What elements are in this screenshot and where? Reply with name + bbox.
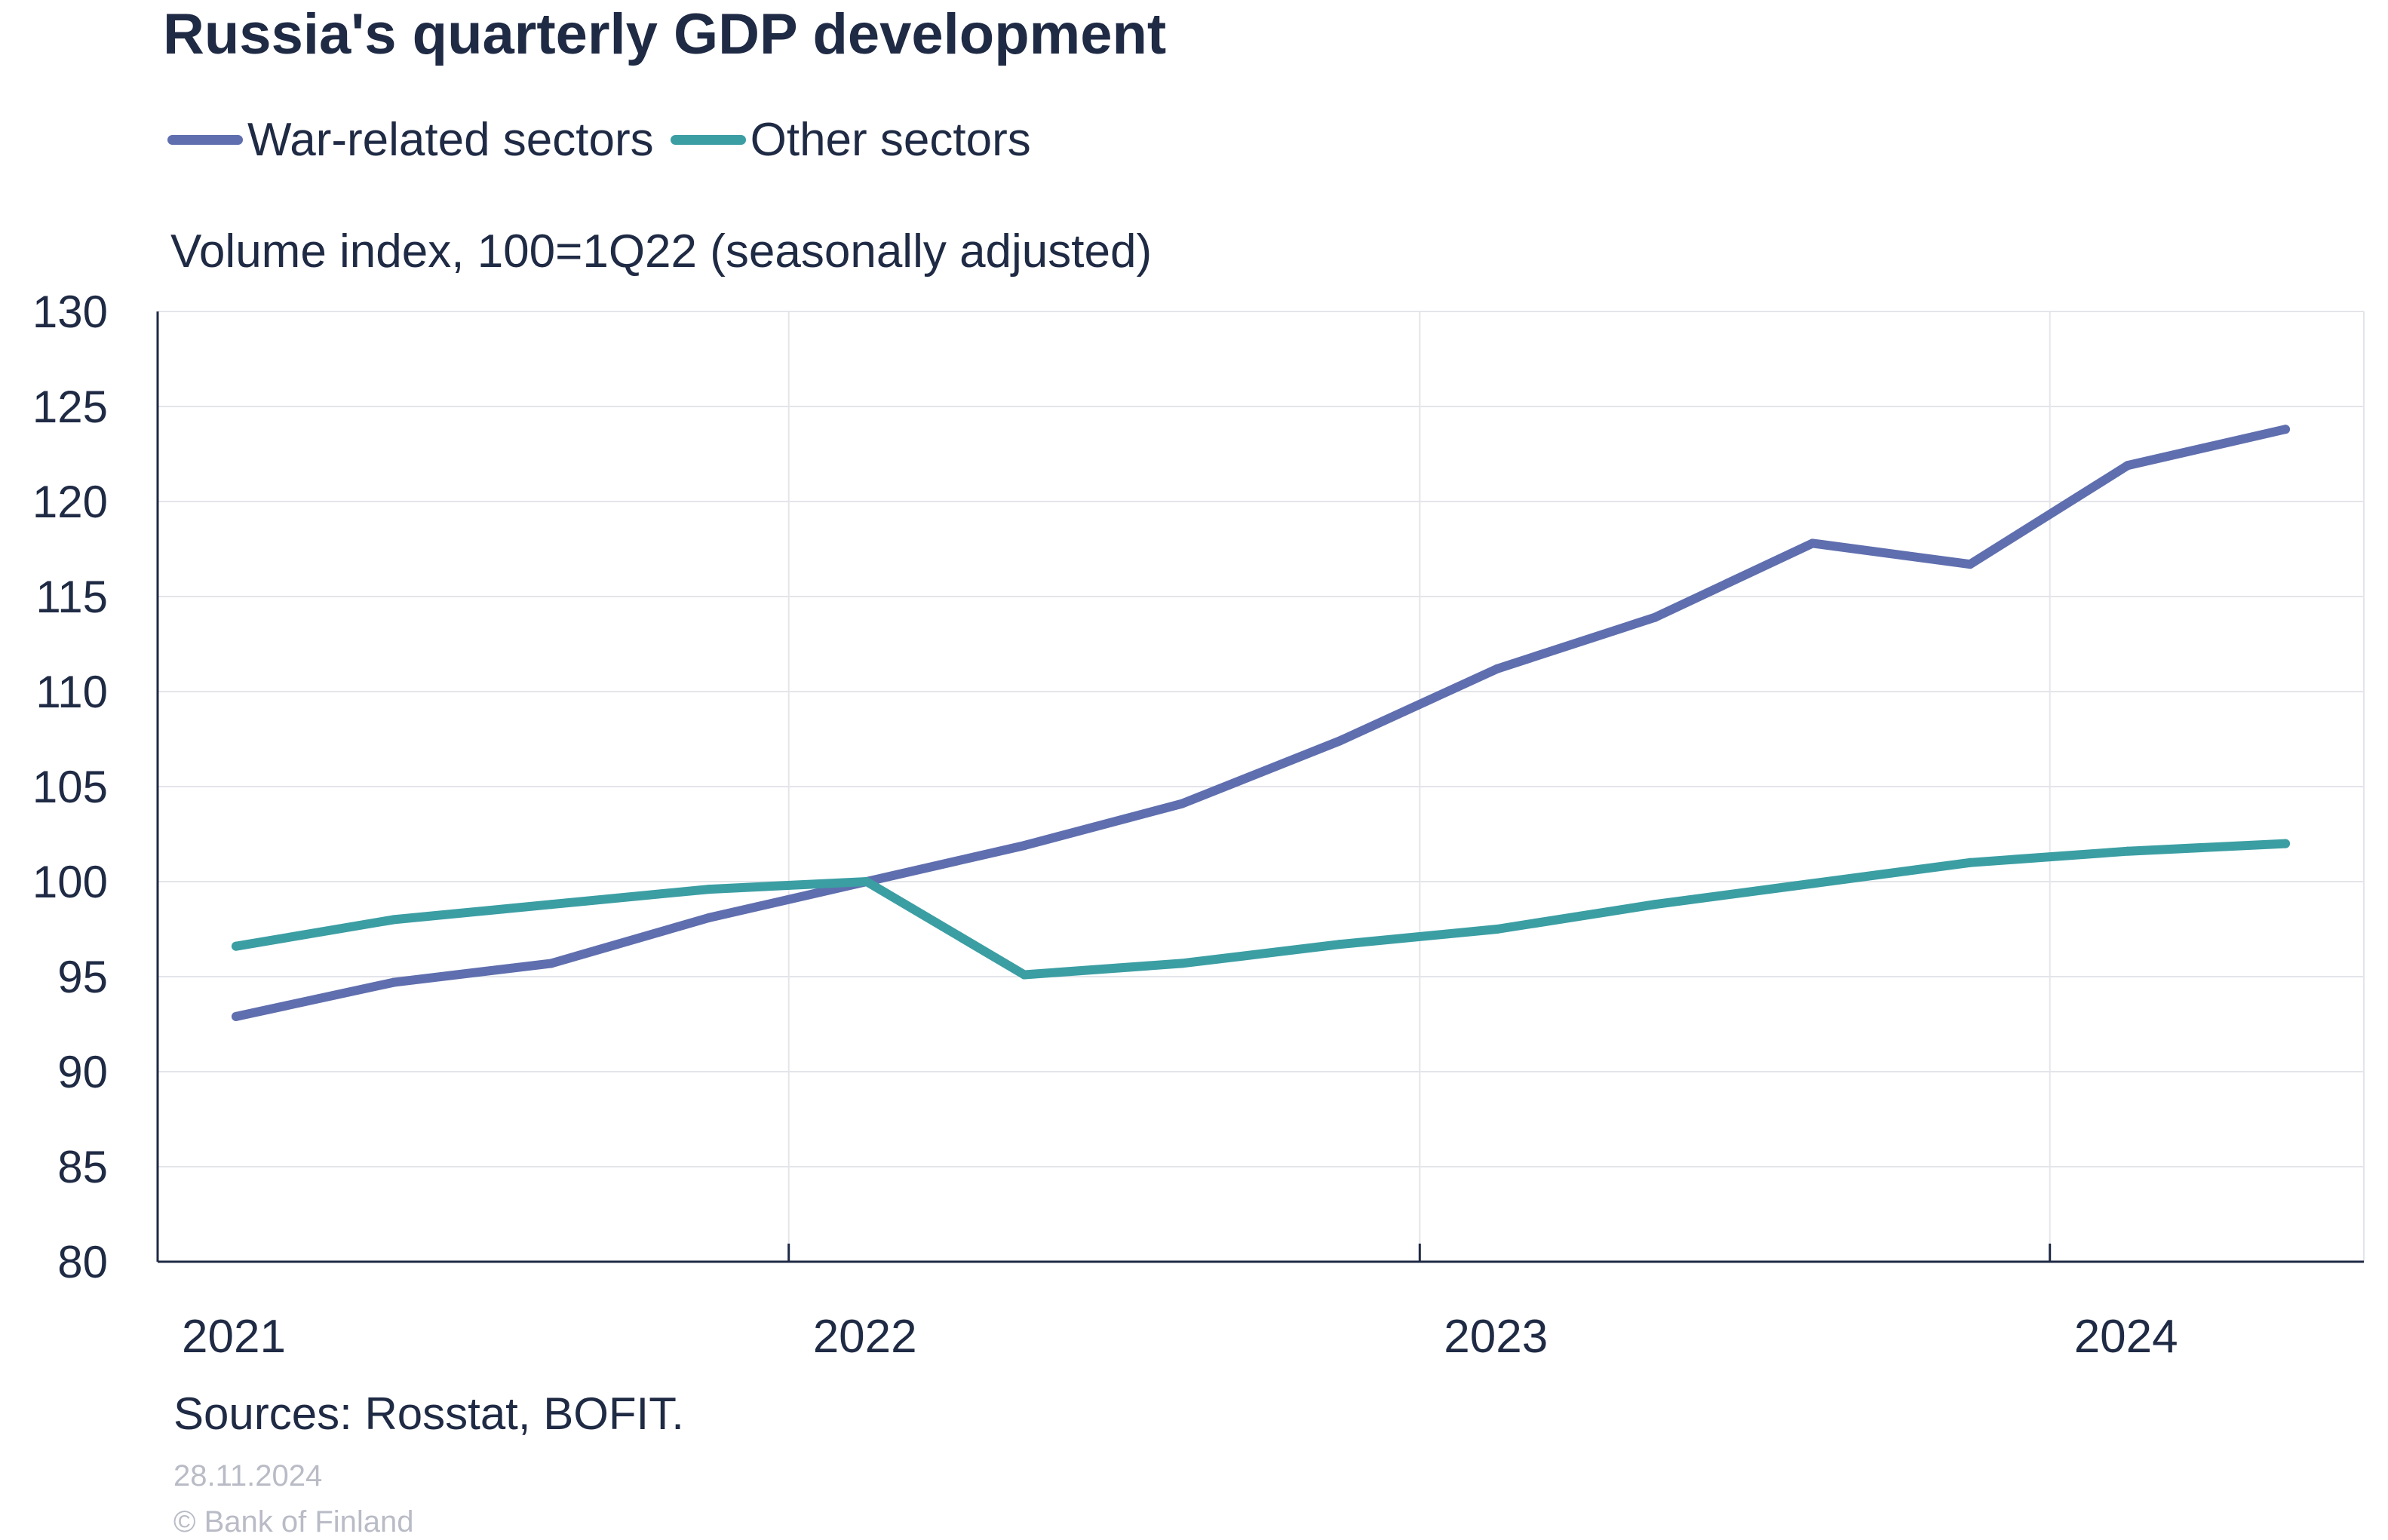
- series-lines: [232, 425, 2290, 1021]
- y-tick-label: 110: [35, 667, 108, 717]
- point-other-3Q21: [547, 900, 556, 910]
- point-other-4Q23: [1966, 857, 1975, 867]
- series-line-war-related: [232, 425, 2290, 1021]
- y-tick-label: 100: [32, 857, 108, 907]
- publication-date: 28.11.2024: [173, 1459, 323, 1492]
- y-tick-label: 115: [35, 572, 108, 622]
- y-tick-label: 90: [57, 1047, 108, 1097]
- legend-swatch-war-related: [167, 135, 243, 145]
- point-war-related-4Q21: [704, 913, 714, 922]
- x-tick-label: 2023: [1444, 1311, 1548, 1357]
- point-other-1Q23: [1493, 925, 1502, 934]
- point-other-3Q22: [1177, 959, 1186, 968]
- legend-label-other: Other sectors: [750, 114, 1031, 166]
- point-other-1Q21: [232, 941, 241, 951]
- point-war-related-1Q21: [232, 1011, 241, 1021]
- legend-label-war-related: War-related sectors: [247, 114, 654, 166]
- point-war-related-2Q21: [389, 977, 398, 987]
- point-other-1Q22: [862, 877, 871, 886]
- point-other-2Q22: [1020, 970, 1029, 980]
- y-axis-ticks: 80 85 90 95 100 105 110 115 120 125 130: [32, 287, 108, 1287]
- point-other-1Q24: [2123, 846, 2132, 856]
- point-war-related-1Q24: [2123, 461, 2132, 471]
- point-war-related-3Q21: [547, 959, 556, 968]
- point-other-2Q24: [2281, 839, 2290, 848]
- grid: [158, 311, 2365, 1262]
- point-war-related-1Q23: [1493, 664, 1502, 673]
- y-tick-label: 125: [32, 382, 108, 432]
- point-other-4Q22: [1335, 940, 1344, 949]
- point-other-2Q23: [1650, 900, 1659, 910]
- copyright-note: © Bank of Finland: [173, 1505, 414, 1538]
- x-axis-ticks: 2021 2022 2023 2024: [182, 1244, 2178, 1357]
- y-tick-label: 130: [32, 287, 108, 337]
- series-line-other: [232, 839, 2290, 980]
- point-other-3Q23: [1808, 879, 1817, 888]
- legend-item-other: Other sectors: [670, 113, 1031, 167]
- point-war-related-3Q22: [1177, 799, 1186, 808]
- point-war-related-3Q23: [1808, 538, 1817, 548]
- legend-swatch-other: [670, 135, 746, 145]
- legend-item-war-related: War-related sectors: [167, 113, 654, 167]
- x-tick-label: 2024: [2074, 1311, 2178, 1357]
- point-war-related-4Q23: [1966, 560, 1975, 569]
- y-tick-label: 95: [57, 952, 108, 1002]
- y-tick-label: 105: [32, 762, 108, 812]
- point-war-related-4Q22: [1335, 736, 1344, 746]
- point-war-related-2Q22: [1020, 841, 1029, 851]
- point-other-2Q21: [389, 915, 398, 925]
- legend: War-related sectors Other sectors: [167, 113, 1048, 167]
- y-tick-label: 80: [57, 1237, 108, 1287]
- x-tick-label: 2022: [813, 1311, 917, 1357]
- point-war-related-2Q23: [1650, 612, 1659, 622]
- y-tick-label: 120: [32, 477, 108, 527]
- chart-subtitle: Volume index, 100=1Q22 (seasonally adjus…: [170, 225, 1153, 278]
- axes: [156, 311, 2364, 1263]
- source-note: Sources: Rosstat, BOFIT.: [173, 1388, 684, 1439]
- point-other-4Q21: [704, 885, 714, 894]
- point-war-related-2Q24: [2281, 425, 2290, 434]
- y-tick-label: 85: [57, 1142, 108, 1192]
- chart-title: Russia's quarterly GDP development: [163, 2, 1167, 66]
- x-tick-label: 2021: [182, 1311, 286, 1357]
